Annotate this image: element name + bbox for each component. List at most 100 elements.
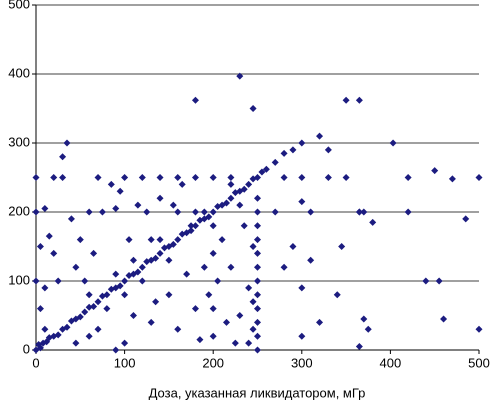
x-tick-label: 300	[291, 355, 313, 370]
point	[121, 291, 129, 299]
point	[298, 198, 306, 206]
point	[196, 336, 204, 344]
point	[262, 165, 270, 173]
point	[218, 236, 226, 244]
point	[116, 187, 124, 195]
point	[227, 263, 235, 271]
point	[98, 208, 106, 216]
point	[129, 312, 137, 319]
point	[169, 240, 177, 248]
point	[389, 139, 397, 147]
point	[448, 175, 456, 183]
point	[231, 339, 239, 347]
x-tick-label: 100	[114, 355, 136, 370]
point	[165, 291, 173, 299]
point	[112, 346, 120, 354]
point	[254, 305, 261, 313]
point	[324, 146, 332, 154]
point	[271, 208, 279, 216]
point	[112, 270, 120, 278]
point	[191, 222, 199, 230]
point	[355, 208, 363, 216]
point	[103, 305, 111, 313]
point	[169, 201, 177, 209]
point	[85, 332, 93, 340]
y-tick-label: 100	[8, 272, 30, 287]
point	[187, 222, 195, 230]
point	[50, 174, 58, 181]
point	[103, 291, 111, 299]
point	[129, 256, 137, 264]
point	[271, 158, 279, 166]
point	[342, 174, 350, 181]
point	[245, 284, 253, 292]
point	[316, 318, 324, 326]
point	[112, 205, 120, 213]
point	[280, 263, 288, 271]
point	[254, 236, 261, 244]
y-tick-label: 200	[8, 203, 30, 218]
point	[116, 282, 124, 290]
point	[156, 174, 164, 181]
point	[72, 339, 80, 347]
point	[50, 249, 58, 257]
point	[404, 174, 412, 181]
y-tick-label: 0	[23, 341, 30, 356]
point	[289, 243, 297, 250]
point	[475, 174, 483, 181]
point	[254, 263, 261, 271]
point	[94, 298, 102, 306]
point	[227, 180, 235, 188]
point	[85, 303, 93, 311]
point	[134, 268, 142, 276]
point	[209, 222, 217, 230]
point	[200, 208, 208, 216]
point	[63, 139, 71, 147]
point	[280, 174, 288, 181]
point	[324, 174, 332, 181]
point	[249, 298, 257, 306]
point	[165, 256, 173, 264]
point	[94, 325, 102, 333]
point	[254, 346, 261, 354]
point	[76, 236, 84, 244]
point	[32, 174, 40, 181]
point	[121, 277, 129, 285]
point	[90, 303, 98, 311]
point	[138, 174, 146, 181]
x-tick-label: 200	[202, 355, 224, 370]
point	[41, 205, 49, 213]
point	[440, 315, 448, 323]
point	[462, 215, 470, 223]
point	[32, 277, 40, 285]
point	[200, 263, 208, 271]
point	[209, 174, 217, 181]
point	[254, 291, 261, 299]
point	[209, 305, 217, 313]
point	[240, 185, 248, 193]
point	[245, 339, 253, 347]
point	[236, 72, 244, 80]
point	[107, 180, 115, 188]
point	[156, 249, 164, 257]
point	[76, 313, 84, 321]
point	[152, 298, 160, 306]
point	[191, 96, 199, 104]
y-tick-label: 400	[8, 65, 30, 80]
point	[209, 332, 217, 340]
point	[254, 332, 261, 340]
point	[360, 208, 368, 216]
point	[174, 174, 182, 181]
point	[54, 331, 62, 339]
point	[404, 208, 412, 216]
point	[360, 315, 368, 323]
point	[307, 208, 315, 216]
point	[307, 256, 315, 264]
point	[41, 284, 49, 292]
point	[369, 218, 377, 226]
point	[422, 277, 430, 285]
point	[147, 318, 155, 326]
point	[156, 194, 164, 202]
point	[36, 305, 44, 313]
